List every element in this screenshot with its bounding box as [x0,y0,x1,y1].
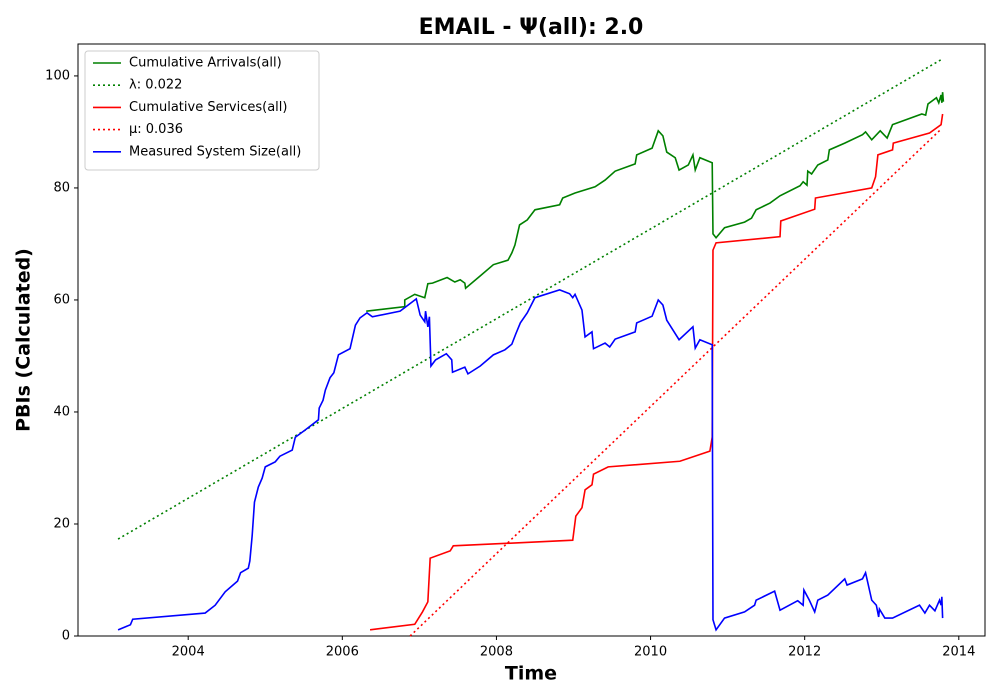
plot-frame [77,43,986,637]
y-tick-label: 40 [53,404,70,419]
y-tick-label: 100 [45,68,70,83]
x-tick-label: 2008 [480,645,513,660]
series-line [117,289,944,632]
x-tick-label: 2004 [172,645,205,660]
legend: Cumulative Arrivals(all) λ: 0.022 Cumulati… [84,50,320,171]
legend-label: Measured System Size(all) [129,144,301,159]
series-line [366,92,945,312]
y-tick-label: 20 [53,516,70,531]
legend-label: μ: 0.036 [129,122,183,137]
series-line [369,113,944,631]
y-tick-label: 80 [53,180,70,195]
x-tick-label: 2010 [634,645,667,660]
legend-label: Cumulative Services(all) [129,100,287,115]
x-tick-label: 2006 [326,645,359,660]
legend-label: Cumulative Arrivals(all) [129,56,282,71]
legend-box [84,50,320,171]
y-tick-label: 0 [62,629,70,644]
legend-label: λ: 0.022 [129,78,182,93]
series-line [117,58,942,540]
chart-title: EMAIL - Ψ(all): 2.0 [419,15,644,40]
series-line [409,128,942,637]
y-axis-label: PBIs (Calculated) [13,248,35,432]
x-tick-label: 2012 [788,645,821,660]
y-tick-label: 60 [53,292,70,307]
x-axis-label: Time [505,663,557,685]
x-tick-label: 2014 [942,645,975,660]
